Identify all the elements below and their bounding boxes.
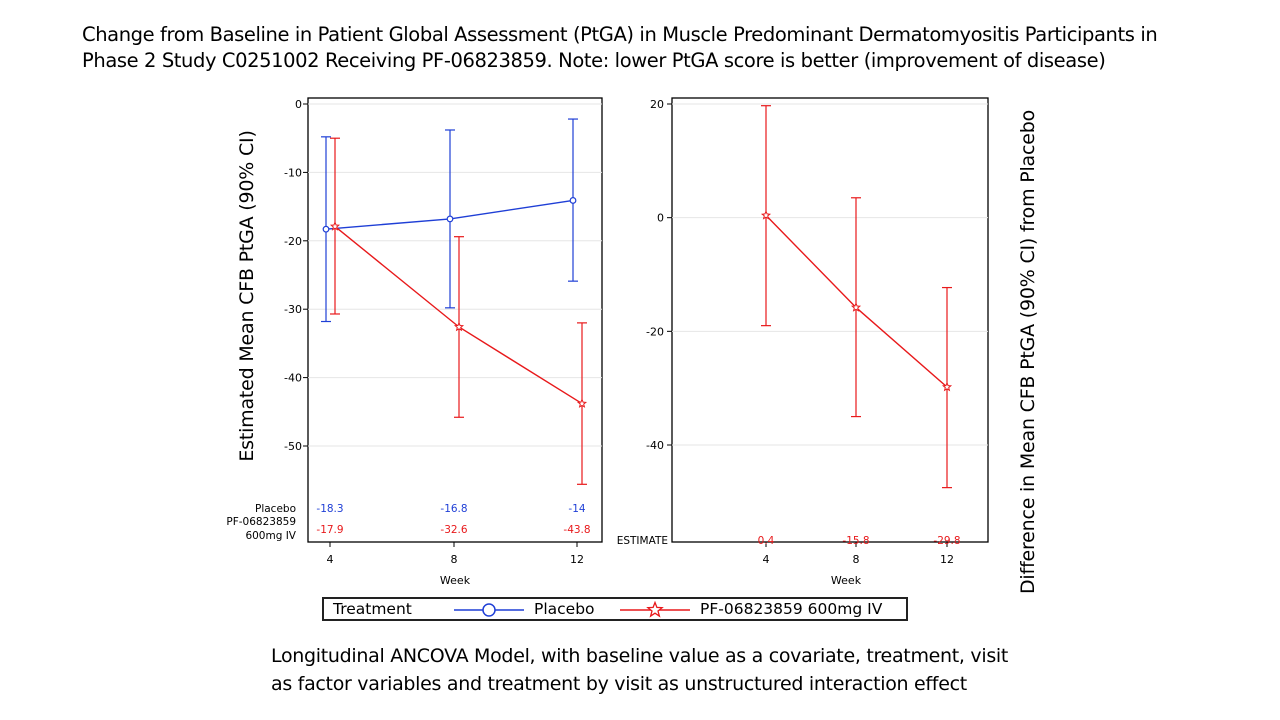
x-tick-label: 8 [853,553,860,566]
value-table-cell: -32.6 [440,524,467,536]
value-table-cell: -15.8 [842,535,869,547]
x-tick-label: 12 [570,553,584,566]
value-table-cell: -16.8 [440,503,467,515]
data-point [446,215,454,223]
data-point [329,221,341,231]
footnote: Longitudinal ANCOVA Model, with baseline… [271,642,1091,698]
data-point [576,398,588,408]
data-point [569,197,577,204]
plot-frame-0 [307,97,603,543]
title-line-1: Change from Baseline in Patient Global A… [82,23,1158,46]
legend-active-label: PF-06823859 600mg IV [700,600,883,618]
legend-placebo-marker-icon [454,603,524,617]
value-table-cell: -29.8 [933,535,960,547]
slide-title: Change from Baseline in Patient Global A… [82,22,1242,74]
y-tick-label: -40 [284,372,302,385]
y-tick-label: 20 [650,98,664,111]
y-tick-label: -20 [284,235,302,248]
x-axis-label: Week [440,574,471,587]
value-table-cell: 0.4 [758,535,775,547]
legend-title: Treatment [333,600,412,618]
y-tick-label: -30 [284,303,302,316]
y-tick-label: -10 [284,166,302,179]
legend-active-marker-icon [620,601,690,618]
value-table-cell: -17.9 [316,524,343,536]
y-tick-label: -20 [646,325,664,338]
footnote-line-1: Longitudinal ANCOVA Model, with baseline… [271,645,1009,667]
data-point [850,302,862,312]
x-tick-label: 4 [327,553,334,566]
x-tick-label: 4 [763,553,770,566]
data-point [941,381,953,392]
value-table-row-label: ESTIMATE [617,535,668,547]
y-tick-label: 0 [657,212,664,225]
data-point [322,225,330,233]
legend: Treatment Placebo PF-06823859 600mg IV [322,597,908,621]
y-tick-label: 0 [295,98,302,111]
footnote-line-2: as factor variables and treatment by vis… [271,673,967,695]
value-table-cell: -14 [568,503,585,515]
title-line-2: Phase 2 Study C0251002 Receiving PF-0682… [82,49,1106,72]
x-tick-label: 8 [451,553,458,566]
data-point [760,210,772,220]
plot-frame-1 [671,97,989,543]
value-table-row-label: Placebo [255,503,296,515]
y-tick-label: -50 [284,440,302,453]
value-table-row-label: 600mg IV [245,530,296,542]
y-tick-label: -40 [646,439,664,452]
value-table-cell: -43.8 [563,524,590,536]
x-axis-label: Week [831,574,862,587]
x-tick-label: 12 [940,553,954,566]
value-table-cell: -18.3 [316,503,343,515]
value-table-row-label: PF-06823859 [226,516,296,528]
legend-placebo-label: Placebo [534,600,595,618]
data-point [453,321,465,332]
